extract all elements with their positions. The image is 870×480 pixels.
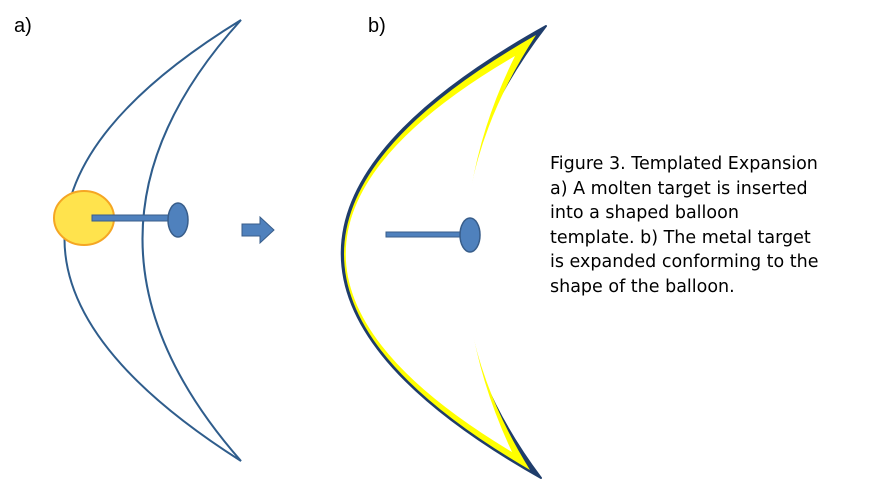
panel-b: b) [340,15,547,479]
insertion-rod [91,214,173,222]
caption-line: into a shaped balloon [550,203,739,223]
panel-b-label: b) [368,15,386,37]
panel-a-label: a) [14,15,32,37]
rod-handle [167,202,189,238]
caption-line: shape of the balloon. [550,276,735,297]
caption-line: a) A molten target is inserted [550,178,808,199]
balloon-interior [345,56,515,452]
right-arrow-icon [241,215,275,245]
balloon-template-outline [63,19,242,462]
insertion-rod [385,231,467,238]
caption-line: is expanded conforming to the [550,252,819,272]
caption-line: template. b) The metal target [550,227,811,248]
caption-line: Figure 3. Templated Expansion [550,154,818,174]
rod-handle [459,217,481,253]
panel-a: a) [14,15,242,462]
figure-caption: Figure 3. Templated Expansion a) A molte… [550,152,865,299]
